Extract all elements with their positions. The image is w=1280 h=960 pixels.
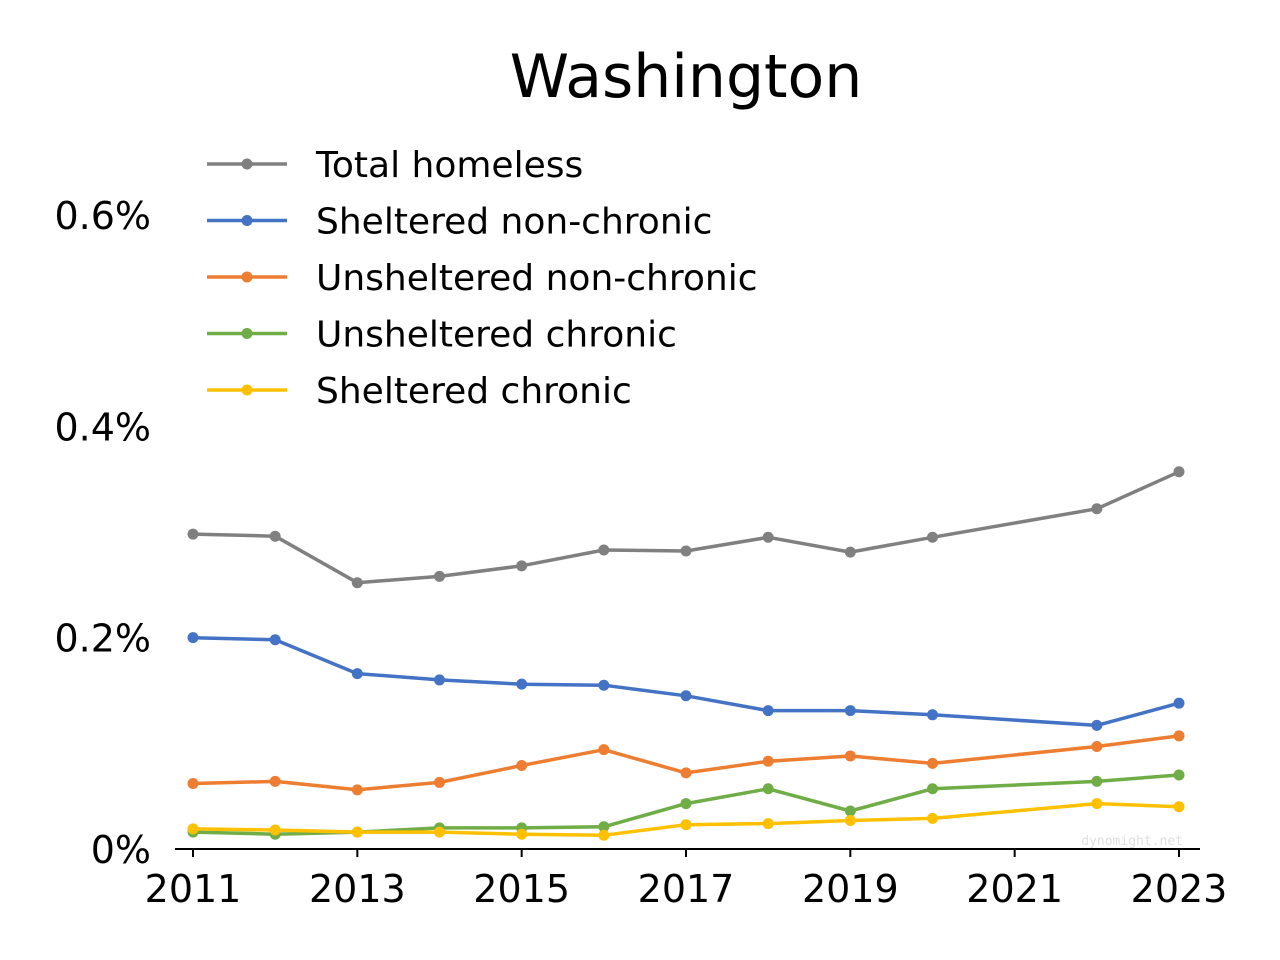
legend-label: Sheltered chronic [316,371,632,412]
data-point [434,570,445,582]
x-tick-label: 2019 [802,867,899,911]
data-point [844,546,856,558]
series-line [192,470,1180,585]
legend-swatch-marker [241,158,253,170]
data-point [187,528,199,540]
data-point [516,560,528,572]
data-point [762,818,774,830]
legend-item: Unsheltered non-chronic [207,258,758,299]
series-sheltered-non-chronic [187,632,1185,731]
x-tick-label: 2011 [145,867,242,911]
data-point [927,531,938,543]
data-point [844,750,856,762]
legend-item: Sheltered non-chronic [207,202,712,243]
data-point [1173,801,1185,813]
data-point [598,829,610,841]
watermark: dynomight.net [1081,834,1183,849]
data-point [1091,775,1103,787]
data-point [434,776,445,788]
series-line [192,635,1180,728]
data-point [844,805,856,817]
x-tick-label: 2013 [309,867,406,911]
series-line [192,801,1180,838]
legend-swatch-marker [241,328,253,339]
data-point [1173,769,1185,781]
data-point [269,775,281,787]
legend-item: Unsheltered chronic [207,315,677,356]
data-point [762,783,774,795]
data-point [762,705,774,717]
data-point [516,828,528,840]
series-layer [187,466,1185,841]
chart-title: Washington [510,42,863,112]
data-point [762,531,774,543]
y-tick-label: 0.6% [54,194,151,238]
data-point [269,824,281,836]
data-point [680,545,692,557]
legend-label: Unsheltered chronic [316,315,677,356]
data-point [762,755,774,767]
y-tick-label: 0.2% [54,617,151,661]
data-point [927,709,938,721]
data-point [1091,741,1103,753]
data-point [598,679,610,691]
data-point [598,744,610,756]
axes: 2011 2013 2015 2017 2019 2021 2023 0% 0.2% 0.4% 0.… [54,194,1227,911]
data-point [1173,697,1185,709]
data-point [927,783,938,795]
data-point [351,668,363,680]
y-tick-label: 0% [91,828,151,872]
legend: Total homeless Sheltered non-chronic Unshe… [207,145,758,412]
x-tick-label: 2017 [638,867,735,911]
data-point [1091,503,1103,515]
data-point [269,530,281,542]
data-point [680,819,692,831]
legend-item: Sheltered chronic [207,371,632,412]
data-point [187,777,199,789]
data-point [927,812,938,824]
data-point [434,826,445,838]
legend-item: Total homeless [207,145,583,186]
data-point [187,823,199,835]
legend-swatch-marker [241,271,253,283]
x-tick-label: 2021 [966,867,1063,911]
legend-label: Unsheltered non-chronic [316,258,758,299]
data-point [1173,466,1185,478]
data-point [434,674,445,686]
data-point [351,826,363,838]
series-total-homeless [187,466,1185,589]
legend-swatch-marker [241,215,253,226]
data-point [1173,730,1185,742]
data-point [187,632,199,644]
x-tick-label: 2015 [473,867,570,911]
data-point [598,544,610,556]
data-point [516,760,528,772]
data-point [351,784,363,796]
data-point [680,690,692,702]
x-tick-label: 2023 [1131,867,1228,911]
data-point [351,577,363,589]
legend-label: Total homeless [315,145,583,186]
data-point [680,798,692,810]
legend-swatch-marker [241,384,253,396]
legend-label: Sheltered non-chronic [316,202,712,243]
data-point [1091,798,1103,810]
data-point [516,678,528,690]
data-point [680,767,692,779]
data-point [269,634,281,646]
series-line [192,734,1180,792]
series-sheltered-chronic [187,798,1185,841]
y-tick-label: 0.4% [54,405,151,449]
data-point [1091,719,1103,731]
data-point [598,821,610,833]
data-point [927,757,938,769]
data-point [844,814,856,826]
series-unsheltered-non-chronic [187,730,1185,796]
data-point [844,705,856,717]
